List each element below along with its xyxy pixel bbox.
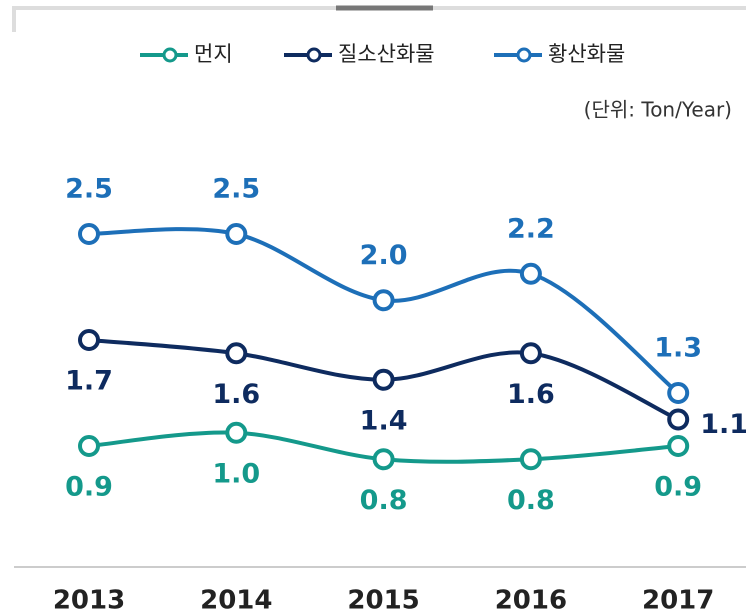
point — [519, 262, 542, 285]
point — [78, 329, 100, 351]
point — [225, 421, 248, 444]
frame — [12, 6, 746, 32]
point — [667, 435, 690, 457]
point — [372, 289, 395, 312]
legend-label: 질소산화물 — [338, 42, 435, 66]
legend-label: 황산화물 — [548, 42, 625, 66]
value-label: 2.5 — [65, 174, 113, 205]
value-label: 0.8 — [507, 485, 555, 516]
value-label: 0.9 — [654, 472, 702, 503]
legend-marker — [516, 47, 532, 63]
value-label: 0.9 — [65, 472, 113, 503]
value-label: 1.0 — [212, 458, 260, 489]
point — [78, 435, 100, 457]
point — [225, 342, 248, 365]
unit-label: (단위: Ton/Year) — [584, 98, 732, 122]
value-label: 1.7 — [65, 366, 113, 397]
x-tick-label: 2013 — [53, 586, 125, 616]
x-tick-label: 2015 — [347, 586, 419, 616]
value-label: 1.6 — [212, 379, 260, 410]
legend-marker — [162, 47, 178, 63]
point — [78, 223, 100, 245]
legend-marker — [306, 47, 322, 63]
point — [667, 408, 690, 431]
value-label: 2.0 — [360, 240, 408, 271]
x-tick-label: 2017 — [642, 586, 714, 616]
x-tick-label: 2016 — [495, 586, 567, 616]
point — [372, 368, 395, 391]
value-label: 1.3 — [654, 333, 702, 364]
value-label: 2.2 — [507, 213, 555, 244]
point — [667, 382, 690, 404]
point — [372, 448, 395, 471]
value-label: 1.6 — [507, 379, 555, 410]
x-tick-label: 2014 — [200, 586, 272, 616]
value-label: 0.8 — [360, 485, 408, 516]
value-label: 1.4 — [360, 405, 408, 436]
value-label: 2.5 — [212, 174, 260, 205]
point — [225, 223, 248, 245]
value-label: 1.1 — [700, 409, 746, 440]
point — [519, 342, 542, 365]
legend-label: 먼지 — [194, 42, 233, 66]
point — [519, 448, 542, 471]
